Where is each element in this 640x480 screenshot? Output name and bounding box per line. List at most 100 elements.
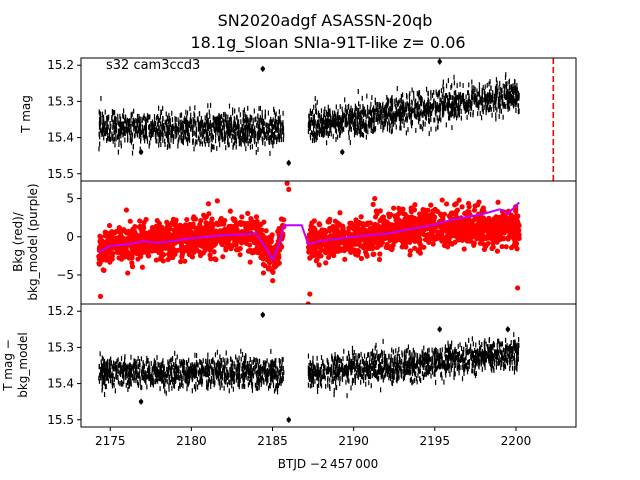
bkg-point <box>392 225 398 231</box>
bkg-point <box>368 235 374 241</box>
bkg-point <box>323 260 329 266</box>
bkg-point <box>386 214 393 220</box>
bkg-point <box>452 239 458 245</box>
bkg-point <box>193 240 200 247</box>
bkg-point <box>105 249 112 256</box>
bkg-point <box>490 225 496 231</box>
bkg-point <box>337 210 343 216</box>
bkg-point <box>209 216 215 222</box>
bkg-point <box>113 228 120 235</box>
bkg-point <box>499 243 505 250</box>
bkg-point <box>202 215 208 221</box>
bkg-point <box>461 224 468 230</box>
bkg-point <box>415 248 421 254</box>
bkg-point <box>158 246 164 252</box>
bkg-point <box>439 214 446 220</box>
bkg-point <box>237 245 243 252</box>
bkg-point <box>169 253 175 259</box>
bkg-point <box>399 244 405 250</box>
bkg-point <box>270 278 276 284</box>
bkg-point <box>104 241 110 247</box>
bkg-point <box>103 257 109 263</box>
bkg-point <box>218 221 224 227</box>
bkg-point <box>375 243 381 249</box>
bkg-point <box>443 201 450 207</box>
bkg-point <box>237 252 243 258</box>
bkg-point <box>403 244 409 250</box>
bkg-point <box>276 225 282 232</box>
bkg-point <box>184 216 190 223</box>
outlier-point <box>437 59 442 64</box>
bkg-point <box>149 235 155 241</box>
bkg-point <box>478 238 484 244</box>
bkg-point <box>182 233 188 239</box>
bkg-point <box>417 231 423 237</box>
bkg-point <box>312 227 318 234</box>
bkg-point <box>191 249 197 255</box>
bkg-point <box>332 233 338 239</box>
ytick-label: 15.2 <box>47 58 74 72</box>
bkg-point <box>317 221 323 228</box>
bkg-point <box>97 233 103 239</box>
bkg-point <box>252 220 258 226</box>
bkg-point <box>456 237 462 243</box>
bkg-point <box>249 250 255 256</box>
bkg-point <box>404 224 410 230</box>
bkg-point <box>500 224 506 231</box>
bkg-point <box>265 266 272 272</box>
bkg-point <box>391 205 397 211</box>
bkg-point <box>227 208 233 214</box>
bkg-point <box>457 220 463 226</box>
bkg-point <box>463 232 470 238</box>
bkg-point <box>466 222 472 228</box>
bkg-point <box>435 231 441 237</box>
bkg-point <box>471 207 478 213</box>
bkg-point <box>428 202 434 208</box>
bkg-point <box>316 262 322 268</box>
bkg-point <box>231 216 238 222</box>
bkg-point <box>220 229 226 235</box>
bkg-point <box>212 241 219 247</box>
bkg-point <box>209 225 215 231</box>
bkg-point <box>166 243 173 249</box>
bkg-point <box>414 219 420 226</box>
bkg-point <box>487 217 493 224</box>
bkg-point <box>421 231 427 237</box>
bkg-point <box>452 202 458 208</box>
bkg-point <box>499 220 506 226</box>
bkg-point <box>347 220 353 226</box>
bkg-point <box>109 234 115 240</box>
bkg-point <box>465 200 472 207</box>
bkg-point <box>430 235 436 242</box>
chart-title-line1: SN2020adgf ASASSN-20qb <box>218 11 433 30</box>
bkg-point <box>96 261 103 267</box>
bkg-point <box>309 253 315 259</box>
bkg-point <box>247 259 253 265</box>
bkg-point <box>432 214 438 220</box>
bkg-point <box>351 237 358 243</box>
bkg-point <box>125 235 132 241</box>
bkg-point <box>372 214 379 220</box>
bkg-point <box>337 231 343 237</box>
bkg-point <box>412 245 418 251</box>
bkg-point <box>205 225 211 231</box>
bkg-point <box>106 222 113 229</box>
bkg-point <box>481 241 487 248</box>
bkg-point <box>209 220 215 226</box>
bkg-point <box>337 247 344 254</box>
bkg-point <box>236 237 243 243</box>
bkg-point <box>480 205 486 211</box>
outlier-point <box>138 149 144 155</box>
bkg-point <box>453 225 459 232</box>
bkg-point <box>331 252 337 259</box>
bkg-point <box>227 235 234 241</box>
bkg-point <box>408 209 414 215</box>
ytick-label: 15.3 <box>47 94 74 108</box>
bkg-point <box>422 207 428 213</box>
bkg-point <box>211 249 217 255</box>
bkg-point <box>370 240 377 246</box>
bkg-point <box>419 211 425 217</box>
bkg-point <box>213 229 219 235</box>
bkg-point <box>135 256 141 262</box>
